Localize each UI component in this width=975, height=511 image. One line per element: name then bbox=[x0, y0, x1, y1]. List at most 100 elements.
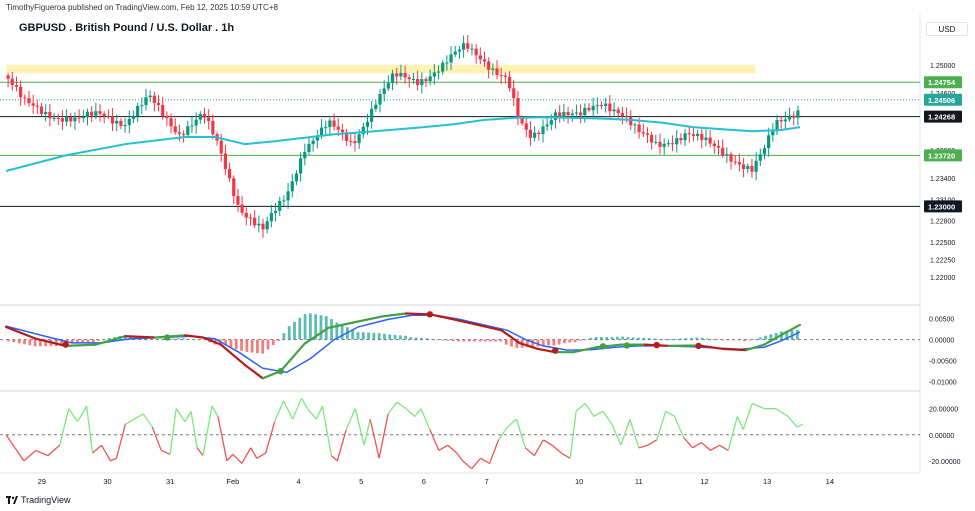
macd-histogram-bar bbox=[536, 339, 540, 347]
axes: 1.250001.246001.243001.238001.234001.231… bbox=[38, 63, 962, 486]
candle-body bbox=[115, 120, 119, 124]
macd-histogram-bar bbox=[414, 337, 418, 340]
candle-body bbox=[77, 117, 81, 119]
candle-body bbox=[762, 148, 767, 155]
oscillator-pane bbox=[0, 397, 920, 470]
candle-body bbox=[90, 111, 94, 116]
oscillator-segment bbox=[369, 418, 380, 459]
oscillator-segment bbox=[533, 439, 544, 456]
candle-body bbox=[207, 117, 211, 121]
macd-histogram-bar bbox=[97, 339, 101, 341]
candle-body bbox=[520, 117, 524, 124]
macd-histogram-bar bbox=[573, 339, 577, 343]
candle-body bbox=[624, 115, 629, 117]
candle-body bbox=[240, 204, 244, 213]
macd-histogram-bar bbox=[557, 339, 561, 345]
macd-histogram-bar bbox=[653, 338, 656, 340]
candle-body bbox=[491, 68, 495, 70]
macd-histogram-bar bbox=[541, 339, 545, 346]
oscillator-segment bbox=[542, 439, 553, 446]
chart-title: GBPUSD . British Pound / U.S. Dollar . 1… bbox=[19, 22, 235, 34]
time-tick-label: 29 bbox=[38, 477, 46, 486]
oscillator-segment bbox=[560, 452, 571, 459]
macd-histogram-bar bbox=[441, 339, 445, 341]
candle-body bbox=[148, 95, 152, 98]
candle-body bbox=[558, 112, 562, 117]
macd-histogram-bar bbox=[695, 337, 699, 340]
candle-body bbox=[194, 119, 198, 126]
candle-body bbox=[687, 133, 691, 135]
macd-histogram-bar bbox=[531, 339, 535, 347]
candle-body bbox=[324, 127, 328, 129]
oscillator-tick-label: -20.00000 bbox=[929, 459, 961, 466]
candle-body bbox=[482, 59, 487, 62]
candle-body bbox=[574, 112, 579, 114]
candle-body bbox=[599, 105, 604, 107]
macd-line-segment bbox=[4, 325, 37, 340]
candle-body bbox=[286, 191, 290, 201]
time-tick-label: 5 bbox=[359, 477, 363, 486]
oscillator-segment bbox=[378, 413, 389, 459]
macd-histogram-bar bbox=[17, 339, 21, 344]
oscillator-segment bbox=[35, 449, 49, 457]
oscillator-segment bbox=[593, 410, 604, 418]
cross-marker bbox=[62, 341, 69, 348]
oscillator-segment bbox=[5, 434, 16, 449]
macd-histogram-bar bbox=[160, 338, 164, 340]
candle-body bbox=[303, 152, 307, 159]
candle-body bbox=[244, 212, 248, 218]
macd-histogram-bar bbox=[462, 339, 466, 342]
candle-body bbox=[315, 136, 319, 141]
candle-body bbox=[420, 79, 424, 86]
macd-histogram-bar bbox=[795, 329, 799, 340]
candle-body bbox=[771, 131, 775, 136]
macd-histogram-bar bbox=[335, 322, 339, 340]
macd-histogram-bar bbox=[473, 339, 476, 342]
candle-body bbox=[6, 75, 10, 79]
currency-button[interactable]: USD bbox=[926, 22, 968, 36]
oscillator-segment bbox=[488, 439, 500, 464]
time-tick-label: 11 bbox=[635, 477, 643, 486]
macd-line-segment bbox=[518, 341, 539, 350]
macd-histogram-bar bbox=[758, 337, 762, 340]
candle-body bbox=[198, 114, 202, 120]
oscillator-segment bbox=[160, 449, 171, 455]
candle-body bbox=[708, 137, 712, 144]
candle-body bbox=[696, 133, 700, 137]
candle-body bbox=[549, 120, 553, 125]
cross-marker bbox=[552, 347, 559, 354]
macd-histogram-bar bbox=[224, 339, 228, 345]
oscillator-segment bbox=[620, 418, 631, 446]
oscillator-segment bbox=[330, 455, 338, 462]
oscillator-segment bbox=[656, 411, 667, 441]
candle-body bbox=[553, 112, 558, 121]
candle-body bbox=[173, 126, 177, 133]
candle-body bbox=[273, 210, 278, 214]
macd-histogram-bar bbox=[594, 337, 598, 340]
chart-canvas[interactable]: 1.250001.246001.243001.238001.234001.231… bbox=[0, 0, 975, 495]
candle-body bbox=[453, 51, 457, 55]
macd-histogram-bar bbox=[748, 339, 752, 341]
macd-histogram-bar bbox=[229, 339, 233, 348]
macd-line-segment bbox=[303, 326, 330, 345]
candle-body bbox=[236, 196, 240, 205]
oscillator-segment bbox=[336, 429, 347, 462]
tradingview-logo-text: TradingView bbox=[21, 495, 71, 505]
moving-average-line bbox=[5, 116, 801, 172]
macd-histogram-bar bbox=[271, 339, 275, 346]
oscillator-segment bbox=[315, 405, 323, 420]
candle-body bbox=[344, 132, 349, 141]
macd-line-segment bbox=[201, 336, 223, 346]
signal-line bbox=[5, 314, 801, 374]
oscillator-segment bbox=[775, 408, 789, 418]
candle-body bbox=[729, 154, 733, 162]
macd-tick-label: 0.00500 bbox=[929, 317, 954, 324]
macd-histogram-bar bbox=[356, 331, 360, 340]
candle-body bbox=[775, 120, 779, 132]
candle-body bbox=[56, 117, 60, 119]
oscillator-segment bbox=[77, 405, 88, 423]
candle-body bbox=[741, 164, 746, 170]
candle-body bbox=[123, 125, 127, 127]
macd-histogram-bar bbox=[615, 336, 619, 340]
macd-line-segment bbox=[452, 318, 479, 326]
